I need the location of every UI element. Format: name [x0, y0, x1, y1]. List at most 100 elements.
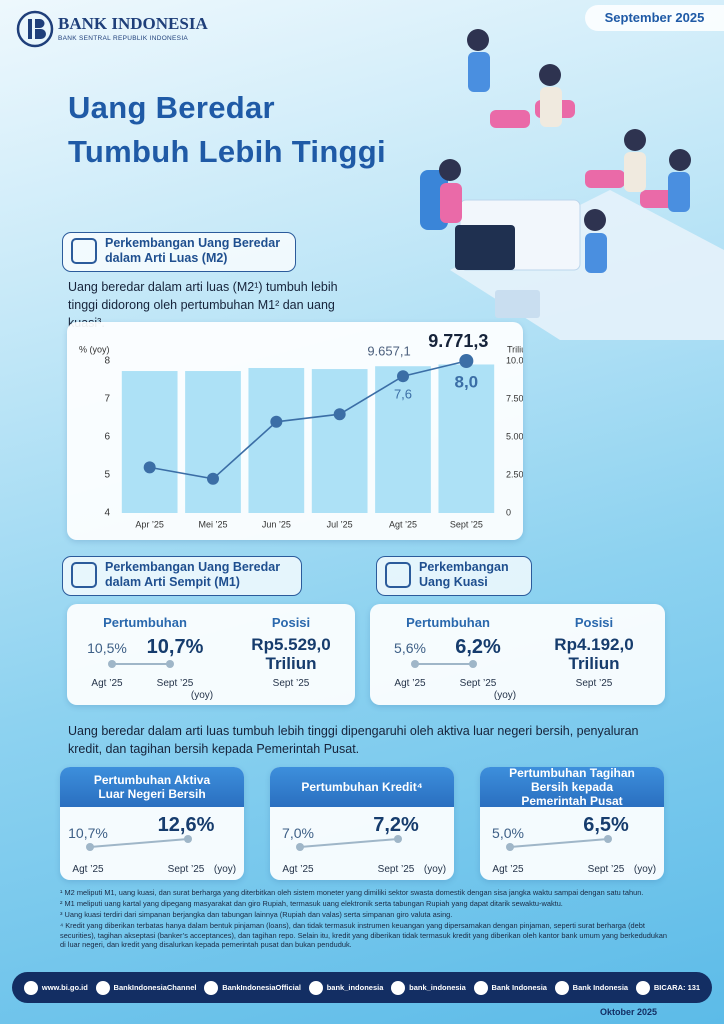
growth-line [86, 835, 192, 851]
m1-card: Pertumbuhan 10,5% 10,7% Agt ’25 Sept ’25 (yoy… [67, 604, 355, 705]
x-tick-label: Sept ’25 [450, 519, 483, 529]
current-growth: 12,6% [157, 814, 215, 836]
current-period: Sept ’25 [167, 864, 205, 875]
current-growth: 10,7% [146, 636, 204, 658]
x-tick-label: Mei ’25 [198, 519, 227, 529]
yoy-label: (yoy) [190, 690, 214, 701]
link-text[interactable]: Bank Indonesia [491, 983, 547, 992]
icon [23, 980, 38, 995]
link-text[interactable]: bank_indonesia [326, 983, 384, 992]
x-tick-label: Agt ’25 [389, 519, 417, 529]
y-tick-label: 7 [104, 394, 110, 405]
dot [108, 660, 116, 668]
line-point [397, 370, 409, 383]
drivers-text: Uang beredar dalam arti luas tumbuh lebi… [68, 724, 639, 756]
y-tick-label: 5 [104, 470, 110, 481]
footer-link[interactable]: Bank Indonesia [554, 980, 629, 995]
position-period: Sept ’25 [575, 678, 613, 689]
current-period: Sept ’25 [156, 678, 194, 689]
footer-link[interactable]: www.bi.go.id [23, 980, 88, 995]
bar [438, 364, 495, 513]
previous-period: Agt ’25 [492, 864, 524, 875]
title: Uang Beredar [68, 90, 275, 125]
footnote: ² M1 meliputi uang kartal yang dipegang … [60, 899, 563, 908]
y-axis-title: % (yoy) [79, 344, 110, 354]
previous-period: Agt ’25 [91, 678, 123, 689]
current-period: Sept ’25 [587, 864, 625, 875]
position-value: Rp5.529,0 [251, 635, 331, 654]
driver-title: Pertumbuhan Tagihan Bersih kepada Pemeri… [480, 766, 664, 808]
org-name: BANK INDONESIA [58, 14, 208, 33]
driver-card: Pertumbuhan Aktiva Luar Negeri Bersih 10,… [60, 767, 244, 880]
current-period: Sept ’25 [459, 678, 497, 689]
footer-link[interactable]: bank_indonesia [391, 980, 466, 995]
footer-month: Oktober 2025 [600, 1007, 658, 1017]
footnote: ⁴ Kredit yang diberikan terbatas hanya d… [60, 921, 667, 949]
icon [308, 980, 323, 995]
y2-tick-label: 5.000 [506, 431, 523, 441]
position-value: Rp4.192,0 [554, 635, 634, 654]
footer-link[interactable]: BankIndonesiaChannel [95, 980, 197, 995]
footnote: ¹ M2 meliputi M1, uang kuasi, dan surat … [60, 888, 644, 897]
growth-line [411, 660, 477, 668]
footer-link[interactable]: BICARA: 131 [635, 980, 701, 995]
previous-period: Agt ’25 [72, 864, 104, 875]
footnote: ³ Uang kuasi terdiri dari simpanan berja… [60, 910, 453, 919]
x-tick-label: Jul ’25 [327, 519, 353, 529]
logo [16, 10, 54, 48]
current-growth: 6,5% [583, 814, 629, 836]
m2-heading: Perkembangan Uang Beredar dalam Arti Lua… [62, 232, 296, 272]
y2-axis-title: Triliun [507, 344, 523, 354]
link-text[interactable]: www.bi.go.id [41, 983, 88, 992]
dot [469, 660, 477, 668]
kuasi-heading: Perkembangan Uang Kuasi [376, 556, 532, 596]
previous-growth: 7,0% [282, 825, 314, 841]
footer: www.bi.go.id BankIndonesiaChannel BankIndo… [12, 972, 712, 1003]
position-unit: Triliun [265, 654, 317, 673]
m1-heading: Perkembangan Uang Beredar dalam Arti Sem… [62, 556, 302, 596]
driver-title: Pertumbuhan Aktiva Luar Negeri Bersih [60, 767, 244, 807]
line-point [143, 461, 156, 474]
link-text[interactable]: BankIndonesiaOfficial [222, 983, 301, 992]
growth-line [506, 835, 612, 851]
previous-growth: 5,6% [394, 640, 426, 656]
bar [248, 367, 305, 513]
link-text[interactable]: Bank Indonesia [572, 983, 629, 992]
yoy-label: (yoy) [213, 864, 237, 875]
y2-tick-label: 7.500 [506, 393, 523, 403]
dot [411, 660, 419, 668]
icon [554, 980, 569, 995]
bar-value-label: 9.657,1 [367, 344, 410, 359]
position-unit: Triliun [568, 654, 620, 673]
footer-link[interactable]: bank_indonesia [308, 980, 384, 995]
current-growth: 7,2% [373, 814, 419, 836]
previous-growth: 5,0% [492, 825, 524, 841]
current-period: Sept ’25 [377, 864, 415, 875]
heading-text: Perkembangan Uang Beredar dalam Arti Sem… [105, 560, 281, 589]
previous-period: Agt ’25 [394, 678, 426, 689]
link-text[interactable]: BankIndonesiaChannel [113, 983, 197, 992]
title: Tumbuh Lebih Tinggi [68, 134, 386, 169]
footer-link[interactable]: BankIndonesiaOfficial [204, 980, 301, 995]
previous-growth: 10,7% [68, 825, 108, 841]
bar [121, 371, 178, 513]
link-text[interactable]: bank_indonesia [409, 983, 466, 992]
dot [184, 835, 192, 843]
yoy-label: (yoy) [633, 864, 657, 875]
icon [71, 562, 97, 588]
growth-line [108, 660, 174, 668]
heading-text: Perkembangan Uang Beredar dalam Arti Lua… [105, 236, 281, 265]
icon [71, 238, 97, 264]
yoy-label: (yoy) [423, 864, 447, 875]
driver-card: Pertumbuhan Kredit⁴ 7,0% 7,2% Agt ’25 Sept ’… [270, 767, 454, 880]
chart: % (yoy) Triliun 4 5 6 7 8 0 2.500 5.000 7.500 10.00… [79, 331, 523, 529]
y-tick-label: 6 [104, 432, 110, 443]
org-subtitle: BANK SENTRAL REPUBLIK INDONESIA [58, 35, 189, 42]
x-tick-label: Jun ’25 [262, 519, 291, 529]
footer-link[interactable]: Bank Indonesia [473, 980, 547, 995]
line [149, 360, 467, 480]
bar [185, 371, 241, 513]
link-text[interactable]: BICARA: 131 [653, 983, 701, 992]
y-tick-label: 4 [104, 508, 110, 519]
icon [204, 980, 219, 995]
